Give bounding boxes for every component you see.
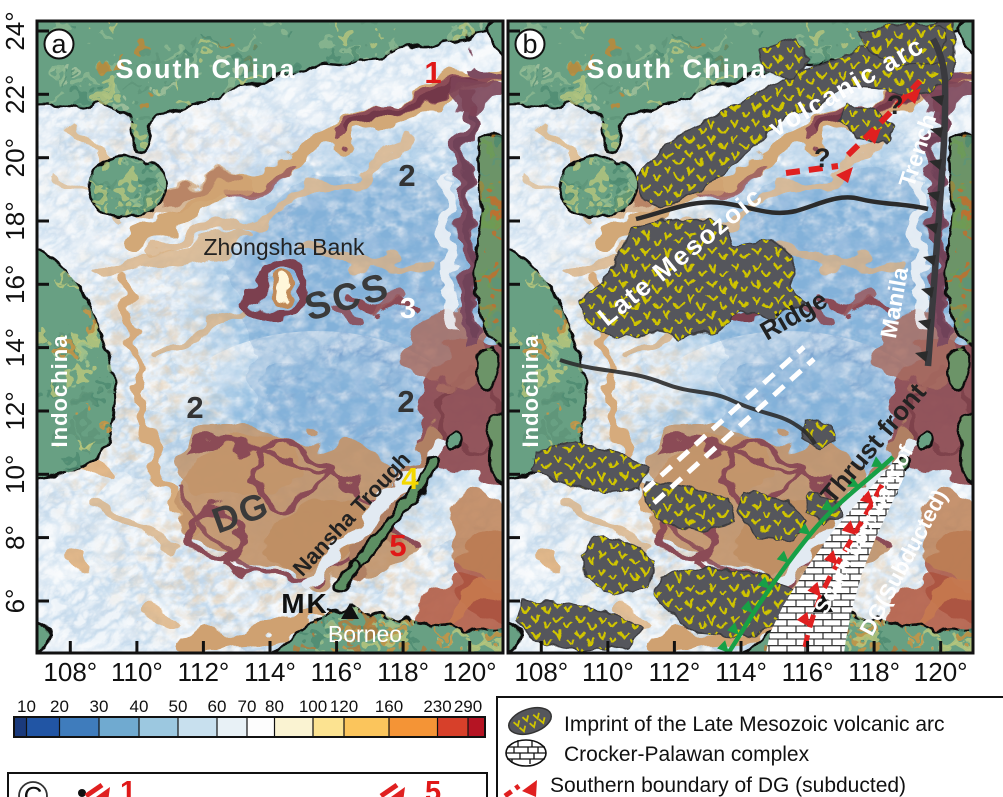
svg-text:Indochina: Indochina: [47, 335, 72, 448]
svg-text:10: 10: [17, 697, 36, 716]
svg-text:114°: 114°: [244, 657, 296, 687]
svg-text:230: 230: [423, 697, 451, 716]
svg-text:2: 2: [186, 390, 203, 425]
svg-text:120: 120: [330, 697, 358, 716]
svg-text:MK: MK: [281, 588, 329, 619]
svg-text:14°: 14°: [0, 328, 30, 367]
svg-text:60: 60: [208, 697, 227, 716]
svg-text:70: 70: [238, 697, 257, 716]
svg-text:1: 1: [424, 55, 441, 90]
svg-text:118°: 118°: [377, 657, 429, 687]
svg-text:Zhongsha Bank: Zhongsha Bank: [203, 234, 365, 260]
svg-text:20°: 20°: [0, 138, 30, 177]
svg-text:108°: 108°: [514, 657, 568, 687]
svg-text:80: 80: [265, 697, 284, 716]
svg-text:Borneo: Borneo: [328, 621, 402, 647]
svg-text:8°: 8°: [0, 525, 30, 550]
svg-text:290: 290: [454, 697, 482, 716]
svg-text:1: 1: [120, 776, 136, 797]
svg-text:100: 100: [299, 697, 327, 716]
svg-text:?: ?: [887, 90, 904, 120]
svg-text:120°: 120°: [914, 657, 968, 687]
svg-text:110°: 110°: [111, 657, 163, 687]
svg-text:120°: 120°: [443, 657, 497, 687]
svg-text:C: C: [24, 781, 43, 797]
svg-text:2: 2: [397, 384, 414, 419]
svg-text:4: 4: [401, 461, 419, 496]
svg-text:South China: South China: [587, 54, 768, 84]
svg-text:Imprint of the Late Mesozoic v: Imprint of the Late Mesozoic volcanic ar…: [564, 713, 945, 736]
svg-text:110°: 110°: [582, 657, 634, 687]
svg-text:5: 5: [425, 776, 441, 797]
svg-text:?: ?: [814, 143, 831, 173]
svg-text:Southern boundary of DG (subdu: Southern boundary of DG (subducted): [550, 774, 906, 797]
svg-text:South China: South China: [116, 54, 297, 84]
svg-text:50: 50: [169, 697, 188, 716]
svg-text:40: 40: [130, 697, 149, 716]
svg-text:10°: 10°: [0, 455, 30, 494]
svg-text:20: 20: [50, 697, 69, 716]
svg-text:108°: 108°: [43, 657, 97, 687]
svg-text:30: 30: [90, 697, 109, 716]
svg-text:118°: 118°: [848, 657, 900, 687]
svg-text:116°: 116°: [311, 657, 363, 687]
svg-text:6°: 6°: [0, 589, 30, 614]
svg-text:b: b: [522, 29, 537, 59]
svg-text:116°: 116°: [782, 657, 834, 687]
svg-text:16°: 16°: [0, 265, 30, 304]
svg-text:a: a: [51, 29, 67, 59]
svg-text:160: 160: [375, 697, 403, 716]
svg-text:Crocker-Palawan complex: Crocker-Palawan complex: [564, 743, 810, 766]
svg-text:Indochina: Indochina: [518, 335, 543, 448]
svg-text:5: 5: [389, 528, 406, 563]
svg-text:24°: 24°: [0, 11, 30, 50]
svg-text:114°: 114°: [715, 657, 767, 687]
svg-text:112°: 112°: [177, 657, 229, 687]
svg-text:22°: 22°: [0, 75, 30, 114]
svg-text:2: 2: [398, 158, 415, 193]
svg-text:12°: 12°: [0, 391, 30, 430]
svg-text:3: 3: [400, 293, 416, 325]
svg-text:112°: 112°: [648, 657, 700, 687]
svg-text:18°: 18°: [0, 201, 30, 240]
